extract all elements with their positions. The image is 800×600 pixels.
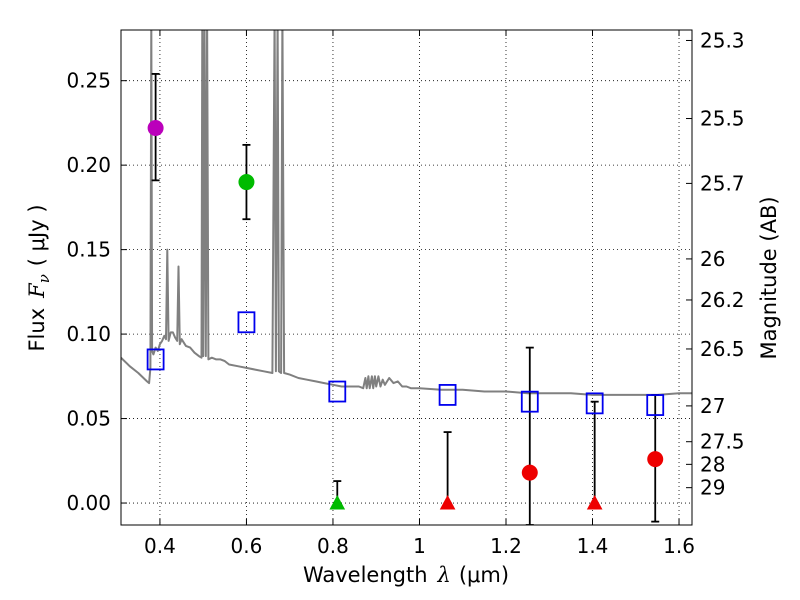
- y-axis-label: FluxFν( μJy ): [25, 204, 53, 351]
- model-photometry-point: [646, 394, 665, 416]
- right-tick-label: 25.3: [700, 28, 745, 52]
- right-tick-label: 26.2: [700, 288, 745, 312]
- right-tick-label: 26: [700, 247, 725, 271]
- right-tick-label: 29: [700, 476, 725, 500]
- photometry-point: [521, 464, 538, 481]
- x-tick-label: 1.6: [663, 534, 695, 558]
- right-axis-label: Magnitude (AB): [757, 196, 781, 359]
- model-spectrum-line: [121, 30, 692, 396]
- y-tick-label: 0.00: [66, 491, 111, 515]
- photometry-point: [238, 174, 255, 191]
- axis-ticks: 0.4 0.6 0.8 1 1.2 1.4 1.6 0.00 0.05 0.10 0.15 0.20 0…: [66, 28, 744, 558]
- right-tick-label: 25.5: [700, 107, 745, 131]
- model-photometry-point: [146, 348, 165, 371]
- right-tick-label: 25.7: [700, 171, 745, 195]
- right-tick-label: 27.5: [700, 430, 745, 454]
- x-tick-label: 0.4: [144, 534, 176, 558]
- right-tick-label: 27: [700, 394, 725, 418]
- model-photometry-point: [237, 311, 256, 334]
- model-spectrum: [121, 30, 692, 396]
- grid: [121, 30, 692, 525]
- x-tick-label: 1.2: [490, 534, 522, 558]
- data-markers: [146, 119, 665, 510]
- photometry-point: [147, 119, 164, 136]
- y-tick-label: 0.10: [66, 322, 111, 346]
- model-photometry-point: [328, 380, 347, 403]
- model-photometry-point: [438, 384, 457, 406]
- upper-limit-point: [329, 494, 346, 510]
- y-tick-label: 0.25: [66, 69, 111, 93]
- x-tick-label: 0.8: [317, 534, 349, 558]
- upper-limit-point: [439, 494, 456, 510]
- x-axis-label: Wavelength λ (μm): [303, 563, 509, 587]
- x-tick-label: 1.4: [577, 534, 609, 558]
- right-tick-label: 26.5: [700, 337, 745, 361]
- x-tick-label: 1: [413, 534, 426, 558]
- model-photometry-point: [585, 392, 604, 415]
- y-tick-label: 0.05: [66, 407, 111, 431]
- plot-frame: [120, 29, 693, 526]
- y-tick-label: 0.15: [66, 238, 111, 262]
- right-tick-label: 28: [700, 452, 725, 476]
- upper-limit-point: [586, 494, 603, 510]
- photometry-point: [647, 451, 664, 468]
- model-photometry-point: [520, 390, 539, 413]
- y-tick-label: 0.20: [66, 153, 111, 177]
- x-tick-label: 0.6: [231, 534, 263, 558]
